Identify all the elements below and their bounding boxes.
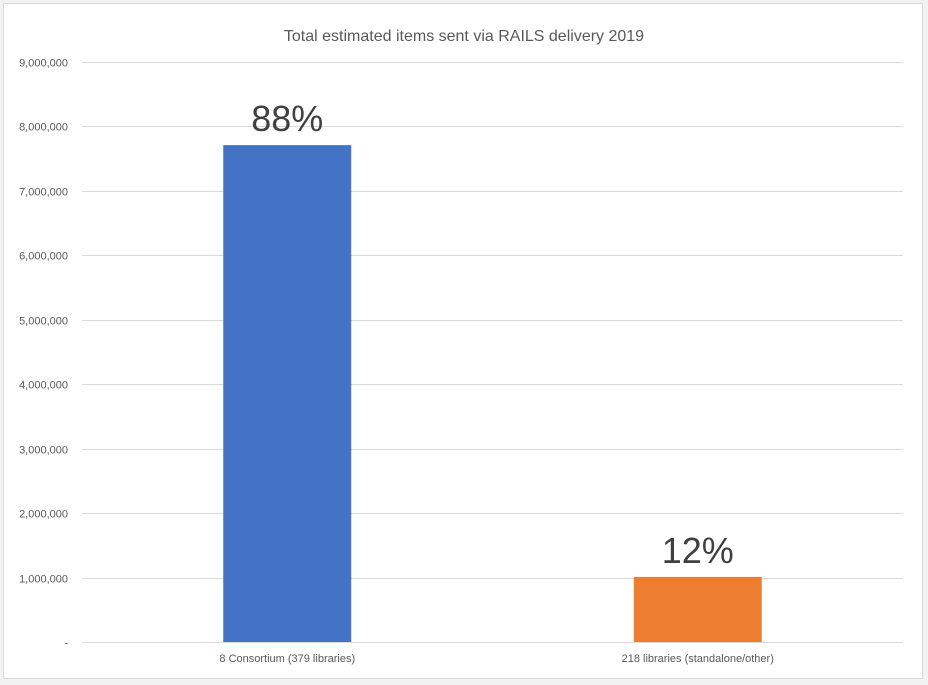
category-label: 218 libraries (standalone/other)	[622, 653, 774, 665]
y-tick-label: -	[64, 638, 68, 650]
bar	[223, 145, 352, 642]
y-tick-label: 4,000,000	[19, 380, 68, 392]
category-label: 8 Consortium (379 libraries)	[219, 653, 355, 665]
y-tick-label: 6,000,000	[19, 251, 68, 263]
chart-frame	[3, 3, 923, 679]
data-labels: 88% 12%	[251, 98, 734, 571]
y-tick-label: 1,000,000	[19, 574, 68, 586]
x-axis-category-labels: 8 Consortium (379 libraries) 218 librarie…	[219, 653, 773, 665]
y-tick-label: 8,000,000	[19, 122, 68, 134]
y-tick-label: 5,000,000	[19, 316, 68, 328]
y-tick-label: 7,000,000	[19, 187, 68, 199]
gridlines	[82, 62, 903, 643]
chart-title: Total estimated items sent via RAILS del…	[284, 28, 644, 45]
bar	[633, 576, 762, 642]
y-tick-label: 2,000,000	[19, 509, 68, 521]
y-tick-label: 9,000,000	[19, 58, 68, 70]
data-label: 12%	[662, 530, 734, 571]
data-label: 88%	[251, 98, 323, 139]
y-tick-label: 3,000,000	[19, 445, 68, 457]
bars	[223, 145, 762, 642]
y-axis-tick-labels: - 1,000,000 2,000,000 3,000,000 4,000,000 5,0…	[19, 58, 68, 650]
